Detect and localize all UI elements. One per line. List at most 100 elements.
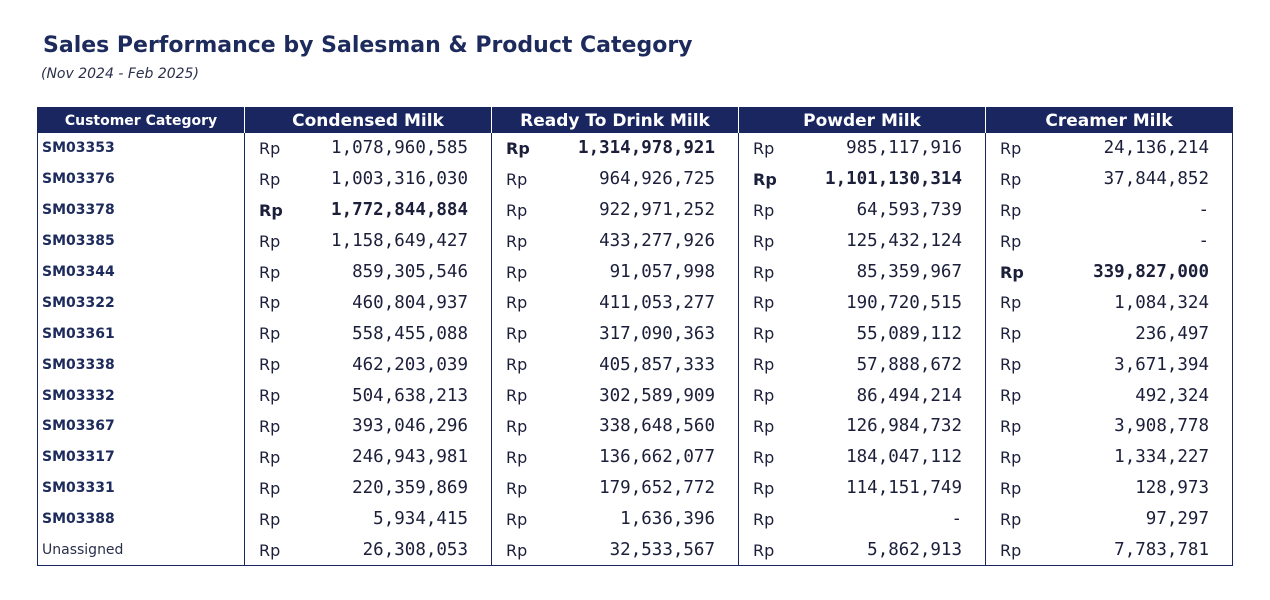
amount-cell: Rp 393,046,296 <box>245 416 491 436</box>
amount-value: 317,090,363 <box>599 323 715 344</box>
amount-cell: Rp 37,844,852 <box>986 169 1232 189</box>
amount-cell: Rp 859,305,546 <box>245 262 491 282</box>
amount-cell: Rp 246,943,981 <box>245 447 491 467</box>
currency-label: Rp <box>259 540 281 560</box>
cell-creamer-milk: Rp 128,973 <box>985 472 1233 504</box>
cell-ready-to-drink-milk: Rp 136,662,077 <box>491 441 739 473</box>
amount-value: - <box>951 509 962 530</box>
cell-powder-milk: Rp 57,888,672 <box>738 349 986 381</box>
amount-value: 7,783,781 <box>1114 540 1209 561</box>
amount-cell: Rp 55,089,112 <box>739 324 985 344</box>
table-row: SM03361 Rp 558,455,088 Rp 317,090,363 Rp 55,08… <box>38 318 1233 350</box>
table-row: SM03353 Rp 1,078,960,585 Rp 1,314,978,921 Rp 9… <box>38 133 1233 164</box>
amount-cell: Rp - <box>986 231 1232 251</box>
amount-value: 1,003,316,030 <box>331 169 468 190</box>
currency-label: Rp <box>1000 293 1022 313</box>
amount-cell: Rp 302,589,909 <box>492 386 738 406</box>
cell-powder-milk: Rp 125,432,124 <box>738 225 986 257</box>
table-row: SM03388 Rp 5,934,415 Rp 1,636,396 Rp - Rp 97,297 <box>38 503 1233 535</box>
amount-cell: Rp 91,057,998 <box>492 262 738 282</box>
currency-label: Rp <box>506 262 528 282</box>
amount-value: 405,857,333 <box>599 354 715 375</box>
row-salesman-name: SM03361 <box>42 325 115 342</box>
cell-creamer-milk: Rp 1,334,227 <box>985 441 1233 473</box>
amount-value: 859,305,546 <box>352 262 468 282</box>
amount-cell: Rp 1,772,844,884 <box>245 200 491 220</box>
amount-cell: Rp 433,277,926 <box>492 231 738 251</box>
amount-value: - <box>1198 200 1209 221</box>
cell-creamer-milk: Rp 339,827,000 <box>985 256 1233 288</box>
row-salesman-name: Unassigned <box>42 542 124 559</box>
currency-label: Rp <box>1000 416 1022 436</box>
header-customer-category: Customer Category <box>37 107 245 133</box>
amount-value: 3,671,394 <box>1114 354 1209 375</box>
cell-powder-milk: Rp - <box>738 503 986 535</box>
table-row: Unassigned Rp 26,308,053 Rp 32,533,567 Rp 5,86… <box>38 534 1233 566</box>
currency-label: Rp <box>1000 447 1022 467</box>
amount-value: 1,334,227 <box>1114 447 1209 468</box>
cell-ready-to-drink-milk: Rp 433,277,926 <box>491 225 739 257</box>
currency-label: Rp <box>753 262 775 282</box>
amount-value: - <box>1198 231 1209 252</box>
sales-table: Customer Category Condensed Milk Ready T… <box>37 107 1233 567</box>
amount-value: 136,662,077 <box>599 447 715 468</box>
cell-powder-milk: Rp 86,494,214 <box>738 380 986 412</box>
currency-label: Rp <box>1000 509 1022 529</box>
cell-ready-to-drink-milk: Rp 179,652,772 <box>491 472 739 504</box>
amount-value: 1,084,324 <box>1114 292 1209 313</box>
table-row: SM03385 Rp 1,158,649,427 Rp 433,277,926 Rp 125… <box>38 225 1233 257</box>
currency-label: Rp <box>753 231 775 251</box>
amount-value: 433,277,926 <box>599 231 715 252</box>
amount-cell: Rp 492,324 <box>986 386 1232 406</box>
amount-cell: Rp 1,078,960,585 <box>245 138 491 158</box>
amount-cell: Rp 179,652,772 <box>492 478 738 498</box>
row-salesman-name: SM03317 <box>42 449 115 466</box>
cell-condensed-milk: Rp 1,078,960,585 <box>244 133 492 164</box>
cell-condensed-milk: Rp 26,308,053 <box>244 534 492 566</box>
currency-label: Rp <box>1000 540 1022 560</box>
amount-value: 3,908,778 <box>1114 416 1209 437</box>
table-row: SM03317 Rp 246,943,981 Rp 136,662,077 Rp 184,0… <box>38 441 1233 473</box>
amount-cell: Rp 1,334,227 <box>986 447 1232 467</box>
row-salesman-name: SM03344 <box>42 264 115 280</box>
currency-label: Rp <box>259 509 281 529</box>
currency-label: Rp <box>506 293 528 313</box>
amount-value: 220,359,869 <box>352 478 468 499</box>
amount-cell: Rp - <box>986 200 1232 220</box>
currency-label: Rp <box>753 416 775 436</box>
amount-value: 55,089,112 <box>856 323 962 344</box>
currency-label: Rp <box>1000 262 1024 282</box>
cell-ready-to-drink-milk: Rp 32,533,567 <box>491 534 739 566</box>
cell-creamer-milk: Rp 3,671,394 <box>985 349 1233 381</box>
currency-label: Rp <box>259 478 281 498</box>
currency-label: Rp <box>753 169 777 189</box>
amount-cell: Rp 3,908,778 <box>986 416 1232 436</box>
amount-cell: Rp 985,117,916 <box>739 138 985 158</box>
amount-value: 125,432,124 <box>846 231 962 252</box>
cell-powder-milk: Rp 190,720,515 <box>738 287 986 319</box>
amount-cell: Rp 57,888,672 <box>739 355 985 375</box>
cell-creamer-milk: Rp 3,908,778 <box>985 411 1233 442</box>
currency-label: Rp <box>1000 200 1022 220</box>
currency-label: Rp <box>753 138 775 158</box>
header-ready-to-drink-milk: Ready To Drink Milk <box>491 107 739 133</box>
amount-value: 1,078,960,585 <box>331 138 468 159</box>
amount-cell: Rp 460,804,937 <box>245 293 491 313</box>
currency-label: Rp <box>506 447 528 467</box>
currency-label: Rp <box>506 355 528 375</box>
cell-creamer-milk: Rp 236,497 <box>985 318 1233 350</box>
table-body: SM03353 Rp 1,078,960,585 Rp 1,314,978,921 Rp 9… <box>38 133 1233 566</box>
cell-condensed-milk: Rp 220,359,869 <box>244 472 492 504</box>
amount-cell: Rp 236,497 <box>986 324 1232 344</box>
amount-value: 1,636,396 <box>620 509 715 530</box>
amount-cell: Rp - <box>739 509 985 529</box>
amount-cell: Rp 1,003,316,030 <box>245 169 491 189</box>
amount-value: 91,057,998 <box>609 262 715 282</box>
amount-cell: Rp 964,926,725 <box>492 169 738 189</box>
amount-cell: Rp 128,973 <box>986 478 1232 498</box>
amount-cell: Rp 1,314,978,921 <box>492 138 738 158</box>
cell-creamer-milk: Rp 492,324 <box>985 380 1233 412</box>
amount-value: 246,943,981 <box>352 447 468 468</box>
row-salesman-name: SM03353 <box>42 140 115 157</box>
cell-creamer-milk: Rp 1,084,324 <box>985 287 1233 319</box>
